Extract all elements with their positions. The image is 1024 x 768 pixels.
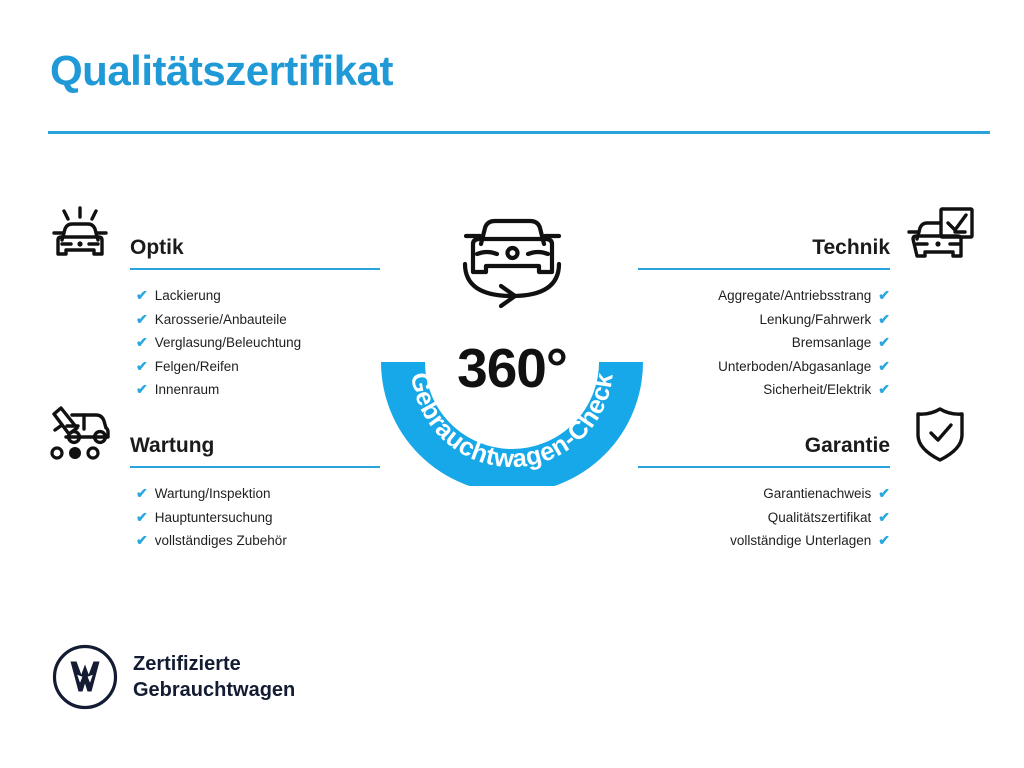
vw-certified-logo: Zertifizierte Gebrauchtwagen (52, 644, 295, 710)
car-front-shine-icon (44, 206, 116, 268)
check-icon: ✔ (136, 357, 148, 374)
vw-logo-line2: Gebrauchtwagen (133, 679, 296, 701)
car-checkbox-icon (904, 206, 976, 268)
list-item: ✔ vollständiges Zubehör (44, 529, 380, 553)
list-item: Garantienachweis ✔ (638, 482, 976, 506)
list-item-label: Unterboden/Abgasanlage (718, 358, 872, 374)
vw-logo-line1: Zertifizierte (133, 652, 241, 675)
section-header-technik: Technik (638, 206, 976, 274)
list-item: Lenkung/Fahrwerk ✔ (638, 308, 976, 332)
list-item-label: Wartung/Inspektion (154, 486, 271, 501)
checklist-optik: ✔ Lackierung ✔ Karosserie/Anbauteile ✔ Verg… (44, 284, 380, 402)
section-header-wartung: Wartung (44, 404, 380, 472)
badge-value: 360° (457, 337, 568, 399)
title-divider (48, 131, 990, 134)
check-icon: ✔ (136, 485, 148, 501)
shield-check-icon (904, 404, 976, 466)
list-item: ✔ Lackierung (44, 284, 380, 308)
list-item-label: Sicherheit/Elektrik (763, 382, 872, 397)
list-item: Aggregate/Antriebsstrang ✔ (638, 284, 976, 308)
section-header-garantie: Garantie (638, 404, 976, 472)
list-item: ✔ Hauptuntersuchung (44, 506, 380, 530)
list-item: vollständige Unterlagen ✔ (638, 529, 976, 553)
list-item-label: Lackierung (154, 288, 221, 303)
checklist-garantie: Garantienachweis ✔ Qualitätszertifikat ✔ v… (638, 482, 976, 553)
list-item-label: vollständige Unterlagen (730, 533, 872, 548)
check-icon: ✔ (878, 381, 890, 397)
section-underline-garantie (638, 466, 890, 468)
section-underline-optik (130, 268, 380, 270)
list-item-label: Verglasung/Beleuchtung (154, 335, 302, 350)
section-title-optik: Optik (130, 236, 184, 259)
list-item-label: Felgen/Reifen (154, 358, 239, 374)
list-item: Qualitätszertifikat ✔ (638, 506, 976, 530)
checklist-technik: Aggregate/Antriebsstrang ✔ Lenkung/Fahrwe… (638, 284, 976, 402)
check-icon: ✔ (136, 334, 148, 350)
check-icon: ✔ (136, 381, 148, 397)
section-technik: Technik Aggregate/Antriebsstrang ✔ Lenkun… (638, 206, 976, 402)
check-icon: ✔ (878, 508, 890, 525)
list-item: Unterboden/Abgasanlage ✔ (638, 355, 976, 379)
list-item: ✔ Verglasung/Beleuchtung (44, 331, 380, 355)
section-title-garantie: Garantie (804, 434, 890, 457)
list-item-label: Garantienachweis (763, 486, 872, 501)
check-icon: ✔ (878, 485, 890, 501)
list-item: ✔ Karosserie/Anbauteile (44, 308, 380, 332)
section-underline-wartung (130, 466, 380, 468)
section-underline-technik (638, 268, 890, 270)
section-header-optik: Optik (44, 206, 380, 274)
check-icon: ✔ (878, 310, 890, 327)
section-title-technik: Technik (812, 236, 890, 259)
check-icon: ✔ (136, 310, 148, 327)
list-item-label: Aggregate/Antriebsstrang (718, 288, 872, 303)
check-icon: ✔ (136, 287, 148, 303)
check-icon: ✔ (136, 532, 148, 548)
check-icon: ✔ (878, 287, 890, 303)
section-optik: Optik ✔ Lackierung ✔ Karosserie/Anbauteile… (44, 206, 380, 402)
check-icon: ✔ (878, 357, 890, 374)
list-item-label: Hauptuntersuchung (154, 509, 273, 525)
section-wartung: Wartung ✔ Wartung/Inspektion ✔ Hauptunters… (44, 404, 380, 553)
section-garantie: Garantie Garantienachweis ✔ Qualitätszert… (638, 404, 976, 553)
check-icon: ✔ (878, 334, 890, 350)
pencil-car-service-icon (44, 404, 116, 466)
list-item-label: Bremsanlage (791, 335, 872, 350)
list-item-label: Qualitätszertifikat (767, 509, 872, 525)
list-item-label: Lenkung/Fahrwerk (759, 311, 872, 327)
list-item-label: vollständiges Zubehör (154, 533, 287, 548)
checklist-wartung: ✔ Wartung/Inspektion ✔ Hauptuntersuchung ✔… (44, 482, 380, 553)
page-title: Qualitätszertifikat (50, 47, 393, 94)
list-item: Bremsanlage ✔ (638, 331, 976, 355)
list-item-label: Karosserie/Anbauteile (154, 311, 287, 327)
list-item-label: Innenraum (154, 382, 220, 397)
list-item: ✔ Felgen/Reifen (44, 355, 380, 379)
list-item: ✔ Innenraum (44, 378, 380, 402)
vw-roundel-icon (52, 644, 118, 710)
vw-logo-text: Zertifizierte Gebrauchtwagen (133, 651, 295, 704)
gebrauchtwagen-check-badge: Gebrauchtwagen-Check 360° (373, 196, 651, 486)
check-icon: ✔ (878, 532, 890, 548)
section-title-wartung: Wartung (130, 434, 215, 457)
check-icon: ✔ (136, 508, 148, 525)
list-item: ✔ Wartung/Inspektion (44, 482, 380, 506)
list-item: Sicherheit/Elektrik ✔ (638, 378, 976, 402)
